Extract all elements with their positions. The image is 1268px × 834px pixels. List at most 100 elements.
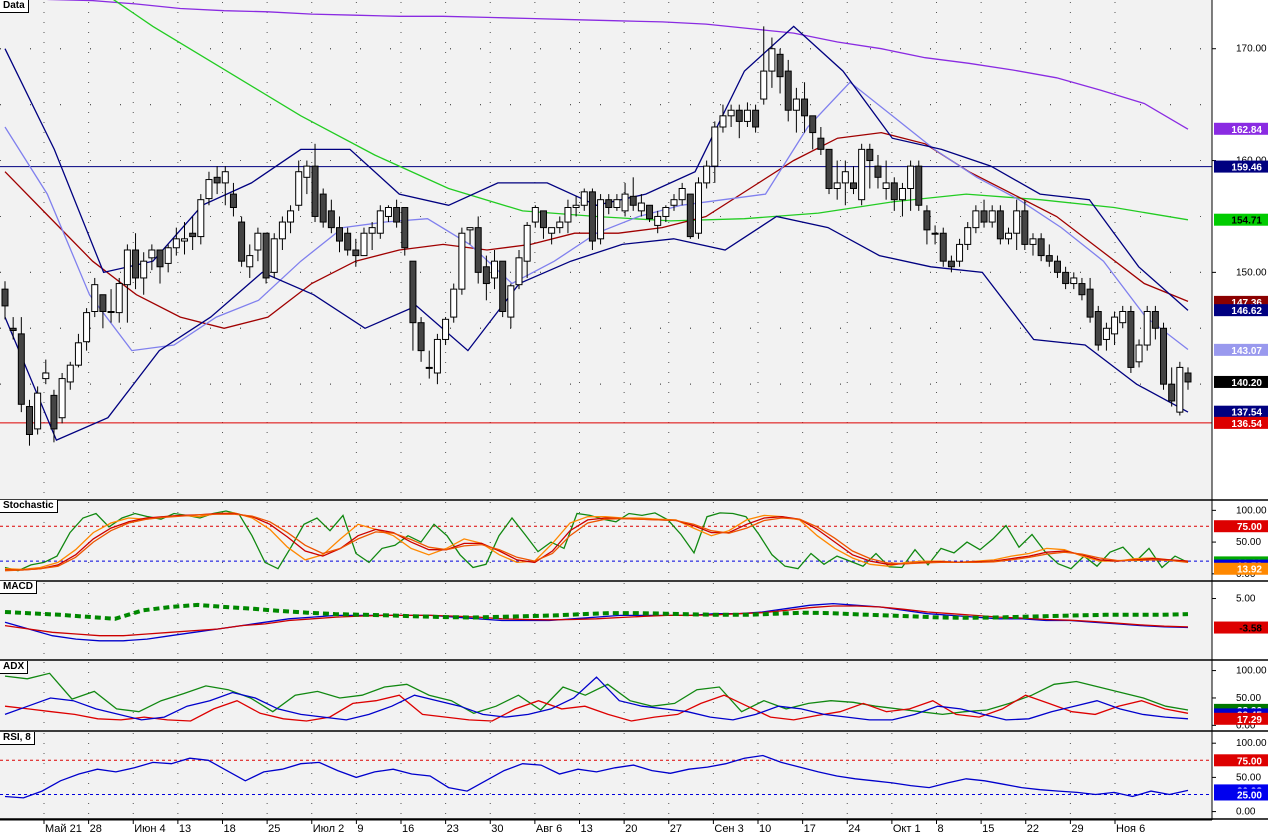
candle-body-46 bbox=[376, 210, 384, 234]
candle-body-113 bbox=[923, 210, 931, 231]
candle-body-21 bbox=[172, 238, 180, 249]
axis-label-0-2: 154.71 bbox=[1231, 216, 1262, 227]
candle-body-126 bbox=[1029, 238, 1037, 245]
candle-body-23 bbox=[189, 232, 197, 238]
series-2-macd bbox=[4, 602, 1189, 642]
candle-body-103 bbox=[841, 171, 849, 184]
series-2-histogram bbox=[4, 602, 1189, 621]
candle-body-97 bbox=[792, 98, 800, 111]
overlay-ma-100 bbox=[112, 0, 1189, 222]
panel-title-adx: ADX bbox=[0, 661, 29, 674]
candle-body-32 bbox=[262, 232, 270, 279]
x-tick-label-17: 17 bbox=[804, 823, 816, 834]
x-tick-label-21: 15 bbox=[982, 823, 994, 834]
axis-label-1-3: 13.92 bbox=[1237, 565, 1262, 576]
axis-label-0-4: 146.62 bbox=[1231, 306, 1262, 317]
candle-body-27 bbox=[221, 171, 229, 184]
candle-body-118 bbox=[964, 227, 972, 245]
x-tick-label-2: Июн 4 bbox=[134, 823, 165, 834]
candle-body-115 bbox=[939, 232, 947, 262]
x-tick-label-18: 24 bbox=[848, 823, 860, 834]
candle-body-78 bbox=[637, 202, 645, 212]
y-tick-label-4-0: 100.00 bbox=[1236, 738, 1267, 749]
candle-body-81 bbox=[662, 207, 670, 217]
candle-body-106 bbox=[866, 148, 874, 162]
candle-body-11 bbox=[91, 284, 99, 312]
candle-body-19 bbox=[156, 249, 164, 268]
x-tick-label-0: Май 21 bbox=[45, 823, 82, 834]
candle-body-142 bbox=[1160, 327, 1168, 385]
candle-body-74 bbox=[605, 199, 613, 209]
candle-body-3 bbox=[25, 406, 33, 435]
axis-label-bg-0-6 bbox=[1214, 375, 1268, 388]
candle-body-89 bbox=[727, 109, 735, 117]
axis-label-4-2: 25.00 bbox=[1237, 790, 1262, 801]
candle-body-56 bbox=[458, 232, 466, 290]
candle-body-22 bbox=[180, 238, 188, 242]
candle-body-111 bbox=[907, 165, 915, 190]
candle-body-65 bbox=[531, 207, 539, 223]
candle-body-63 bbox=[515, 257, 523, 286]
candle-body-17 bbox=[140, 260, 148, 279]
candle-body-38 bbox=[311, 165, 319, 217]
candle-body-86 bbox=[703, 165, 711, 184]
candle-body-93 bbox=[760, 70, 768, 100]
candle-body-90 bbox=[735, 109, 743, 122]
candle-body-138 bbox=[1127, 311, 1135, 368]
series-4-rsi bbox=[4, 754, 1189, 799]
x-tick-label-9: 23 bbox=[447, 823, 459, 834]
y-tick-label-2-0: 5.00 bbox=[1236, 594, 1256, 605]
candle-body-137 bbox=[1119, 311, 1127, 324]
axis-label-bg-2-0 bbox=[1214, 621, 1268, 634]
candle-body-99 bbox=[809, 115, 817, 134]
overlay-bb-lower bbox=[4, 215, 1189, 441]
candle-body-128 bbox=[1045, 255, 1053, 262]
candle-body-31 bbox=[254, 232, 262, 251]
candle-body-2 bbox=[17, 333, 25, 405]
candle-body-34 bbox=[278, 221, 286, 240]
candle-body-125 bbox=[1021, 210, 1029, 245]
axis-label-0-1: 159.46 bbox=[1231, 163, 1262, 174]
candle-body-133 bbox=[1086, 288, 1094, 318]
candle-body-124 bbox=[1013, 210, 1021, 234]
series-2-signal bbox=[4, 605, 1189, 637]
candle-body-130 bbox=[1062, 271, 1070, 285]
candle-body-108 bbox=[882, 182, 890, 189]
candle-body-109 bbox=[890, 182, 898, 201]
candle-body-37 bbox=[303, 165, 311, 178]
x-tick-label-11: Авг 6 bbox=[536, 823, 562, 834]
axis-label-bg-0-2 bbox=[1214, 213, 1268, 226]
panel-title-data: Data bbox=[0, 0, 29, 13]
candle-body-134 bbox=[1094, 311, 1102, 346]
candle-body-59 bbox=[482, 266, 490, 285]
candle-body-116 bbox=[947, 260, 955, 268]
axis-label-0-5: 143.07 bbox=[1231, 346, 1262, 357]
candle-body-110 bbox=[898, 188, 906, 201]
axis-label-bg-0-1 bbox=[1214, 160, 1268, 173]
candle-body-67 bbox=[548, 227, 556, 234]
x-tick-label-16: 10 bbox=[759, 823, 771, 834]
x-tick-label-10: 30 bbox=[491, 823, 503, 834]
candle-body-139 bbox=[1135, 344, 1143, 363]
axis-label-2-0: -3.58 bbox=[1239, 624, 1262, 635]
candle-body-88 bbox=[719, 115, 727, 128]
candle-body-54 bbox=[442, 318, 450, 340]
panel-title-rsi: RSI, 8 bbox=[0, 732, 35, 745]
candle-body-101 bbox=[825, 148, 833, 189]
x-tick-label-19: Окт 1 bbox=[893, 823, 921, 834]
axis-label-bg-4-2 bbox=[1214, 788, 1268, 801]
candle-body-66 bbox=[539, 210, 547, 229]
candle-body-140 bbox=[1143, 311, 1151, 346]
x-tick-label-14: 27 bbox=[670, 823, 682, 834]
candle-body-104 bbox=[849, 182, 857, 189]
candle-body-100 bbox=[817, 137, 825, 150]
panel-bg-2 bbox=[0, 581, 1212, 660]
x-tick-label-15: Сен 3 bbox=[714, 823, 743, 834]
candle-body-29 bbox=[238, 221, 246, 262]
y-tick-label-1-1: 50.00 bbox=[1236, 537, 1261, 548]
y-tick-label-4-2: 0.00 bbox=[1236, 807, 1256, 818]
candle-body-12 bbox=[99, 294, 107, 312]
candle-body-40 bbox=[327, 210, 335, 229]
axis-label-4-0: 75.00 bbox=[1237, 756, 1262, 767]
